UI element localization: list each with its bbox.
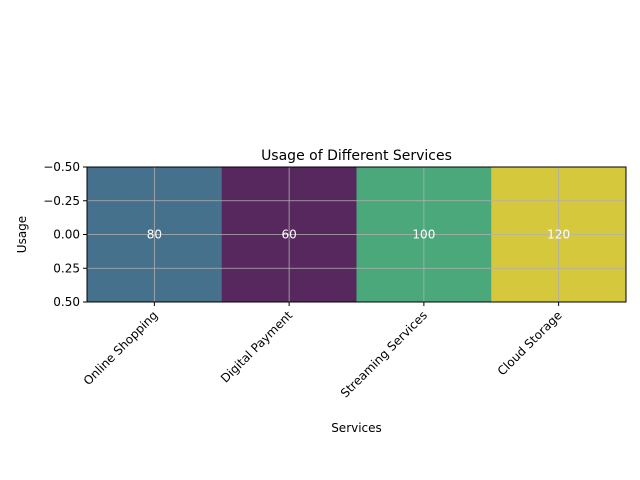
y-tick-label: 0.00 xyxy=(53,228,80,242)
cell-value-label: 120 xyxy=(547,228,570,242)
y-axis-label: Usage xyxy=(15,216,29,253)
x-tick-label: Digital Payment xyxy=(218,308,295,385)
x-tick-label: Streaming Services xyxy=(338,308,430,400)
y-tick-label: 0.25 xyxy=(53,261,80,275)
x-axis-label: Services xyxy=(331,421,382,435)
x-axis-ticks: Online Shopping Digital Payment Streaming … xyxy=(81,302,565,400)
y-tick-label: −0.25 xyxy=(43,194,80,208)
cell-value-labels: 80 60 100 120 xyxy=(147,228,570,242)
chart-title: Usage of Different Services xyxy=(261,148,452,164)
y-tick-label: −0.50 xyxy=(43,160,80,174)
x-tick-label: Cloud Storage xyxy=(495,308,565,378)
cell-value-label: 60 xyxy=(281,228,296,242)
cell-value-label: 100 xyxy=(412,228,435,242)
y-tick-label: 0.50 xyxy=(53,295,80,309)
x-tick-label: Online Shopping xyxy=(81,308,161,388)
y-axis-ticks: −0.50 −0.25 0.00 0.25 0.50 xyxy=(43,160,87,309)
cell-value-label: 80 xyxy=(147,228,162,242)
